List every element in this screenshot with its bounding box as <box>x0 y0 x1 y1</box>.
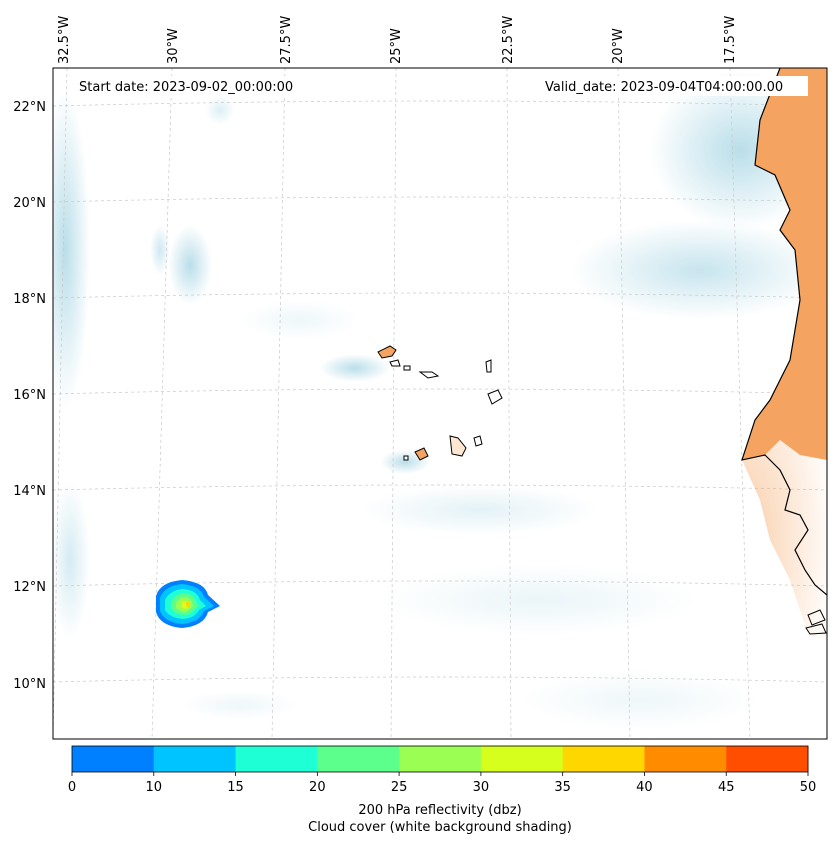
colorbar-segment-4 <box>399 746 482 772</box>
colorbar-tick-label-0: 0 <box>68 780 76 795</box>
colorbar-frame <box>71 745 809 773</box>
lon-label-30w: 30°W <box>166 28 181 64</box>
cloud-cover-shading <box>53 70 827 730</box>
colorbar-ticks: 0 10 15 20 25 30 35 40 45 50 <box>68 772 816 795</box>
lon-label-20w: 20°W <box>611 28 626 64</box>
colorbar-segment-2 <box>235 746 318 772</box>
colorbar-tick-label-4: 25 <box>391 780 408 795</box>
map-frame <box>52 67 828 740</box>
colorbar-tick-label-8: 45 <box>718 780 735 795</box>
colorbar-label-cloud-cover: Cloud cover (white background shading) <box>308 820 572 835</box>
colorbar-tick-label-5: 30 <box>473 780 490 795</box>
lat-label-20n: 20°N <box>13 196 46 211</box>
colorbar-tick-label-9: 50 <box>800 780 817 795</box>
lat-label-14n: 14°N <box>13 484 46 499</box>
lon-label-25w: 25°W <box>389 28 404 64</box>
lon-label-27-5w: 27.5°W <box>279 16 294 64</box>
lat-label-22n: 22°N <box>13 100 46 115</box>
lon-label-32-5w: 32.5°W <box>57 16 72 64</box>
lat-label-18n: 18°N <box>13 292 46 307</box>
graticule <box>53 68 827 739</box>
valid-date-box: Valid_date: 2023-09-04T04:00:00.00 <box>540 76 808 96</box>
lat-label-10n: 10°N <box>13 677 46 692</box>
colorbar-tick-label-3: 20 <box>309 780 326 795</box>
map-area: Start date: 2023-09-02_00:00:00 Valid_da… <box>53 68 827 739</box>
latitude-labels: 22°N 20°N 18°N 16°N 14°N 12°N 10°N <box>13 100 46 692</box>
colorbar-segment-7 <box>644 746 727 772</box>
lon-label-17-5w: 17.5°W <box>723 16 738 64</box>
start-date-box: Start date: 2023-09-02_00:00:00 <box>74 76 312 96</box>
lat-label-16n: 16°N <box>13 388 46 403</box>
longitude-labels: 32.5°W 30°W 27.5°W 25°W 22.5°W 20°W 17.5… <box>57 16 738 64</box>
colorbar-tick-label-7: 40 <box>636 780 653 795</box>
colorbar-tick-label-2: 15 <box>227 780 244 795</box>
colorbar-segment-8 <box>726 746 809 772</box>
reflectivity-blob <box>156 580 220 628</box>
colorbar-segment-5 <box>480 746 564 772</box>
colorbar-label-reflectivity: 200 hPa reflectivity (dbz) <box>358 803 521 818</box>
start-date-label: Start date: 2023-09-02_00:00:00 <box>79 80 293 95</box>
colorbar-segment-3 <box>317 746 400 772</box>
colorbar-tick-label-6: 35 <box>554 780 571 795</box>
land-africa <box>741 68 827 640</box>
cape-verde-islands <box>377 345 503 461</box>
colorbar-segment-6 <box>562 746 645 772</box>
colorbar-segment-0 <box>72 746 155 772</box>
lon-label-22-5w: 22.5°W <box>501 16 516 64</box>
valid-date-label: Valid_date: 2023-09-04T04:00:00.00 <box>545 80 783 95</box>
lat-label-12n: 12°N <box>13 580 46 595</box>
colorbar-segment-1 <box>153 746 237 772</box>
colorbar-tick-label-1: 10 <box>146 780 163 795</box>
colorbar <box>71 745 809 773</box>
